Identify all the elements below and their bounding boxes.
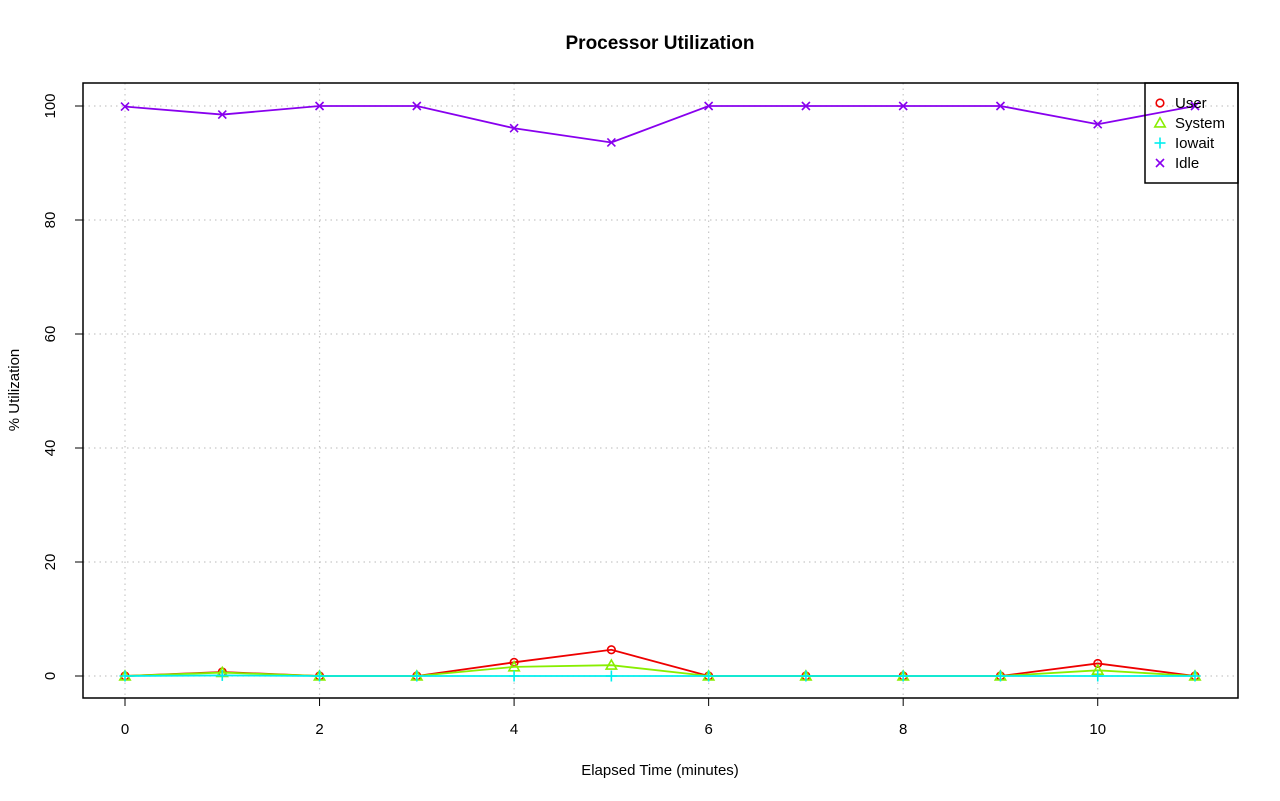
legend-label-idle: Idle	[1175, 155, 1199, 172]
legend-label-iowait: Iowait	[1175, 135, 1215, 152]
data-point-iowait-11	[1189, 670, 1201, 682]
x-tick-label-0: 0	[121, 721, 129, 738]
x-tick-label-10: 10	[1089, 721, 1106, 738]
y-tick-label-0: 0	[42, 672, 59, 680]
data-point-iowait-9	[994, 670, 1006, 682]
y-tick-label-40: 40	[42, 440, 59, 457]
data-point-user-5	[606, 645, 616, 655]
data-point-user-10	[1093, 658, 1103, 669]
plot-frame	[82, 82, 1239, 699]
data-point-iowait-8	[897, 670, 909, 682]
legend-marker-iowait	[1154, 137, 1166, 149]
data-point-idle-9	[995, 101, 1006, 111]
y-tick-label-80: 80	[42, 212, 59, 229]
data-point-iowait-1	[216, 669, 228, 681]
legend: User System Iowait Idle	[1144, 82, 1239, 184]
data-point-iowait-0	[119, 670, 131, 682]
series-iowait	[119, 669, 1201, 682]
data-point-idle-10	[1093, 119, 1103, 129]
data-point-idle-7	[801, 101, 811, 111]
data-point-idle-1	[217, 109, 227, 120]
y-tick-label-20: 20	[42, 554, 59, 571]
data-point-idle-6	[704, 101, 714, 111]
data-point-idle-3	[412, 101, 422, 111]
data-point-iowait-4	[508, 670, 520, 682]
y-axis-label: % Utilization	[6, 349, 23, 432]
series-line-iowait	[124, 674, 1195, 677]
y-tick-label-60: 60	[42, 326, 59, 343]
x-tick-label-4: 4	[510, 721, 518, 738]
x-tick-label-6: 6	[704, 721, 712, 738]
x-tick-label-8: 8	[899, 721, 907, 738]
data-point-system-5	[604, 658, 618, 670]
series-layer	[118, 101, 1202, 682]
legend-label-user: User	[1175, 95, 1207, 112]
x-tick-label-2: 2	[315, 721, 323, 738]
data-point-idle-4	[509, 123, 519, 133]
legend-marker-idle	[1155, 158, 1165, 168]
data-point-idle-5	[606, 137, 616, 148]
data-point-iowait-6	[703, 670, 715, 682]
x-axis-label: Elapsed Time (minutes)	[581, 762, 739, 779]
data-point-iowait-5	[605, 670, 617, 682]
data-point-iowait-2	[314, 670, 326, 682]
data-point-iowait-7	[800, 670, 812, 682]
data-point-idle-0	[120, 102, 130, 112]
series-line-idle	[124, 105, 1196, 144]
series-idle	[120, 101, 1200, 148]
y-tick-label-100: 100	[42, 93, 59, 118]
legend-label-system: System	[1175, 115, 1225, 132]
data-point-iowait-10	[1092, 670, 1104, 682]
data-point-idle-8	[898, 101, 908, 111]
data-point-idle-2	[314, 101, 325, 111]
legend-marker-user	[1155, 98, 1165, 108]
legend-marker-system	[1153, 116, 1167, 128]
data-point-idle-11	[1190, 101, 1200, 111]
chart-title: Processor Utilization	[566, 33, 755, 54]
legend-box	[1144, 82, 1239, 184]
data-point-iowait-3	[411, 670, 423, 682]
